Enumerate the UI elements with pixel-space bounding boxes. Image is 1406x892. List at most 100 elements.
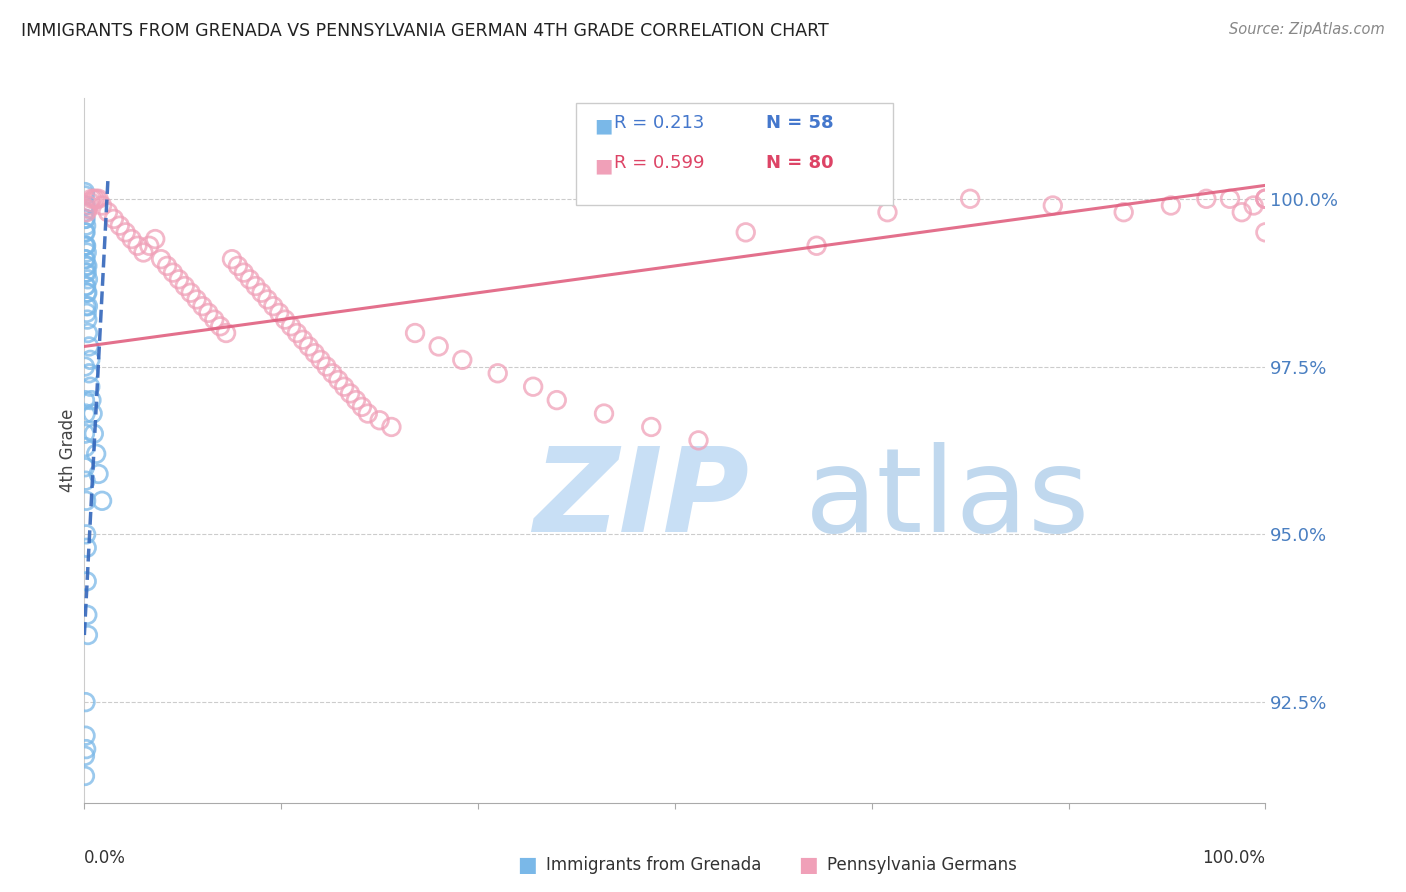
Point xyxy=(226,259,249,273)
Point xyxy=(1219,192,1241,206)
Point xyxy=(75,211,97,226)
Point xyxy=(75,407,97,421)
Point xyxy=(75,279,97,293)
Point xyxy=(75,219,97,233)
Point xyxy=(593,407,616,421)
Point xyxy=(143,232,166,246)
Point xyxy=(76,306,98,320)
Point xyxy=(75,225,97,239)
Point xyxy=(84,447,107,461)
Point xyxy=(75,259,97,273)
Point xyxy=(451,352,474,367)
Point xyxy=(77,299,100,313)
Point xyxy=(269,306,291,320)
Point xyxy=(333,380,356,394)
Point xyxy=(77,326,100,340)
Point xyxy=(75,742,97,756)
Point xyxy=(1195,192,1218,206)
Text: atlas: atlas xyxy=(804,442,1090,558)
Point xyxy=(404,326,426,340)
Point xyxy=(221,252,243,267)
Point xyxy=(304,346,326,360)
Point xyxy=(87,467,110,481)
Point xyxy=(486,366,509,380)
Point xyxy=(245,279,267,293)
Point xyxy=(73,211,96,226)
Point xyxy=(75,239,97,253)
Point xyxy=(350,400,373,414)
Point xyxy=(1042,198,1064,212)
Point xyxy=(1254,225,1277,239)
Point xyxy=(209,319,232,334)
Point xyxy=(75,266,97,280)
Point xyxy=(73,252,96,267)
Point xyxy=(250,285,273,300)
Text: ZIP: ZIP xyxy=(533,442,749,558)
Point xyxy=(103,211,125,226)
Point xyxy=(87,192,110,206)
Point xyxy=(132,245,155,260)
Point xyxy=(380,420,402,434)
Point xyxy=(180,285,202,300)
Point xyxy=(73,239,96,253)
Point xyxy=(1254,192,1277,206)
Text: 0.0%: 0.0% xyxy=(84,848,127,867)
Point xyxy=(127,239,149,253)
Point xyxy=(73,185,96,199)
Text: ■: ■ xyxy=(595,116,613,135)
Point xyxy=(76,541,98,555)
Point xyxy=(150,252,173,267)
Point xyxy=(959,192,981,206)
Point xyxy=(77,366,100,380)
Point xyxy=(357,407,380,421)
Point xyxy=(202,312,225,326)
Point xyxy=(321,366,343,380)
Point xyxy=(75,239,97,253)
Point xyxy=(75,729,97,743)
Point xyxy=(79,352,101,367)
Point xyxy=(76,574,98,589)
Point xyxy=(79,380,101,394)
Text: Source: ZipAtlas.com: Source: ZipAtlas.com xyxy=(1229,22,1385,37)
Point xyxy=(77,198,100,212)
Point xyxy=(76,266,98,280)
Text: IMMIGRANTS FROM GRENADA VS PENNSYLVANIA GERMAN 4TH GRADE CORRELATION CHART: IMMIGRANTS FROM GRENADA VS PENNSYLVANIA … xyxy=(21,22,830,40)
Point xyxy=(73,460,96,475)
Point xyxy=(546,393,568,408)
Y-axis label: 4th Grade: 4th Grade xyxy=(59,409,77,492)
Point xyxy=(167,272,190,286)
Point xyxy=(73,769,96,783)
Point xyxy=(186,293,208,307)
Point xyxy=(1243,198,1265,212)
Point xyxy=(91,198,114,212)
Point xyxy=(79,195,101,210)
Point xyxy=(427,339,450,353)
Point xyxy=(75,527,97,541)
Point xyxy=(285,326,308,340)
Point xyxy=(315,359,337,374)
Point xyxy=(83,426,105,441)
Point xyxy=(80,192,103,206)
Point xyxy=(80,393,103,408)
Point xyxy=(73,205,96,219)
Point xyxy=(344,393,367,408)
Point xyxy=(280,319,302,334)
Point xyxy=(876,205,898,219)
Point xyxy=(215,326,238,340)
Point xyxy=(76,312,98,326)
Point xyxy=(522,380,544,394)
Point xyxy=(73,426,96,441)
Point xyxy=(1254,192,1277,206)
Point xyxy=(232,266,254,280)
Point xyxy=(76,245,98,260)
Point xyxy=(91,493,114,508)
Point xyxy=(75,299,97,313)
Point xyxy=(75,493,97,508)
Point xyxy=(156,259,179,273)
Text: Pennsylvania Germans: Pennsylvania Germans xyxy=(827,856,1017,874)
Point xyxy=(73,188,96,202)
Point xyxy=(291,333,314,347)
Text: ■: ■ xyxy=(517,855,537,875)
Point xyxy=(77,339,100,353)
Point xyxy=(138,239,160,253)
